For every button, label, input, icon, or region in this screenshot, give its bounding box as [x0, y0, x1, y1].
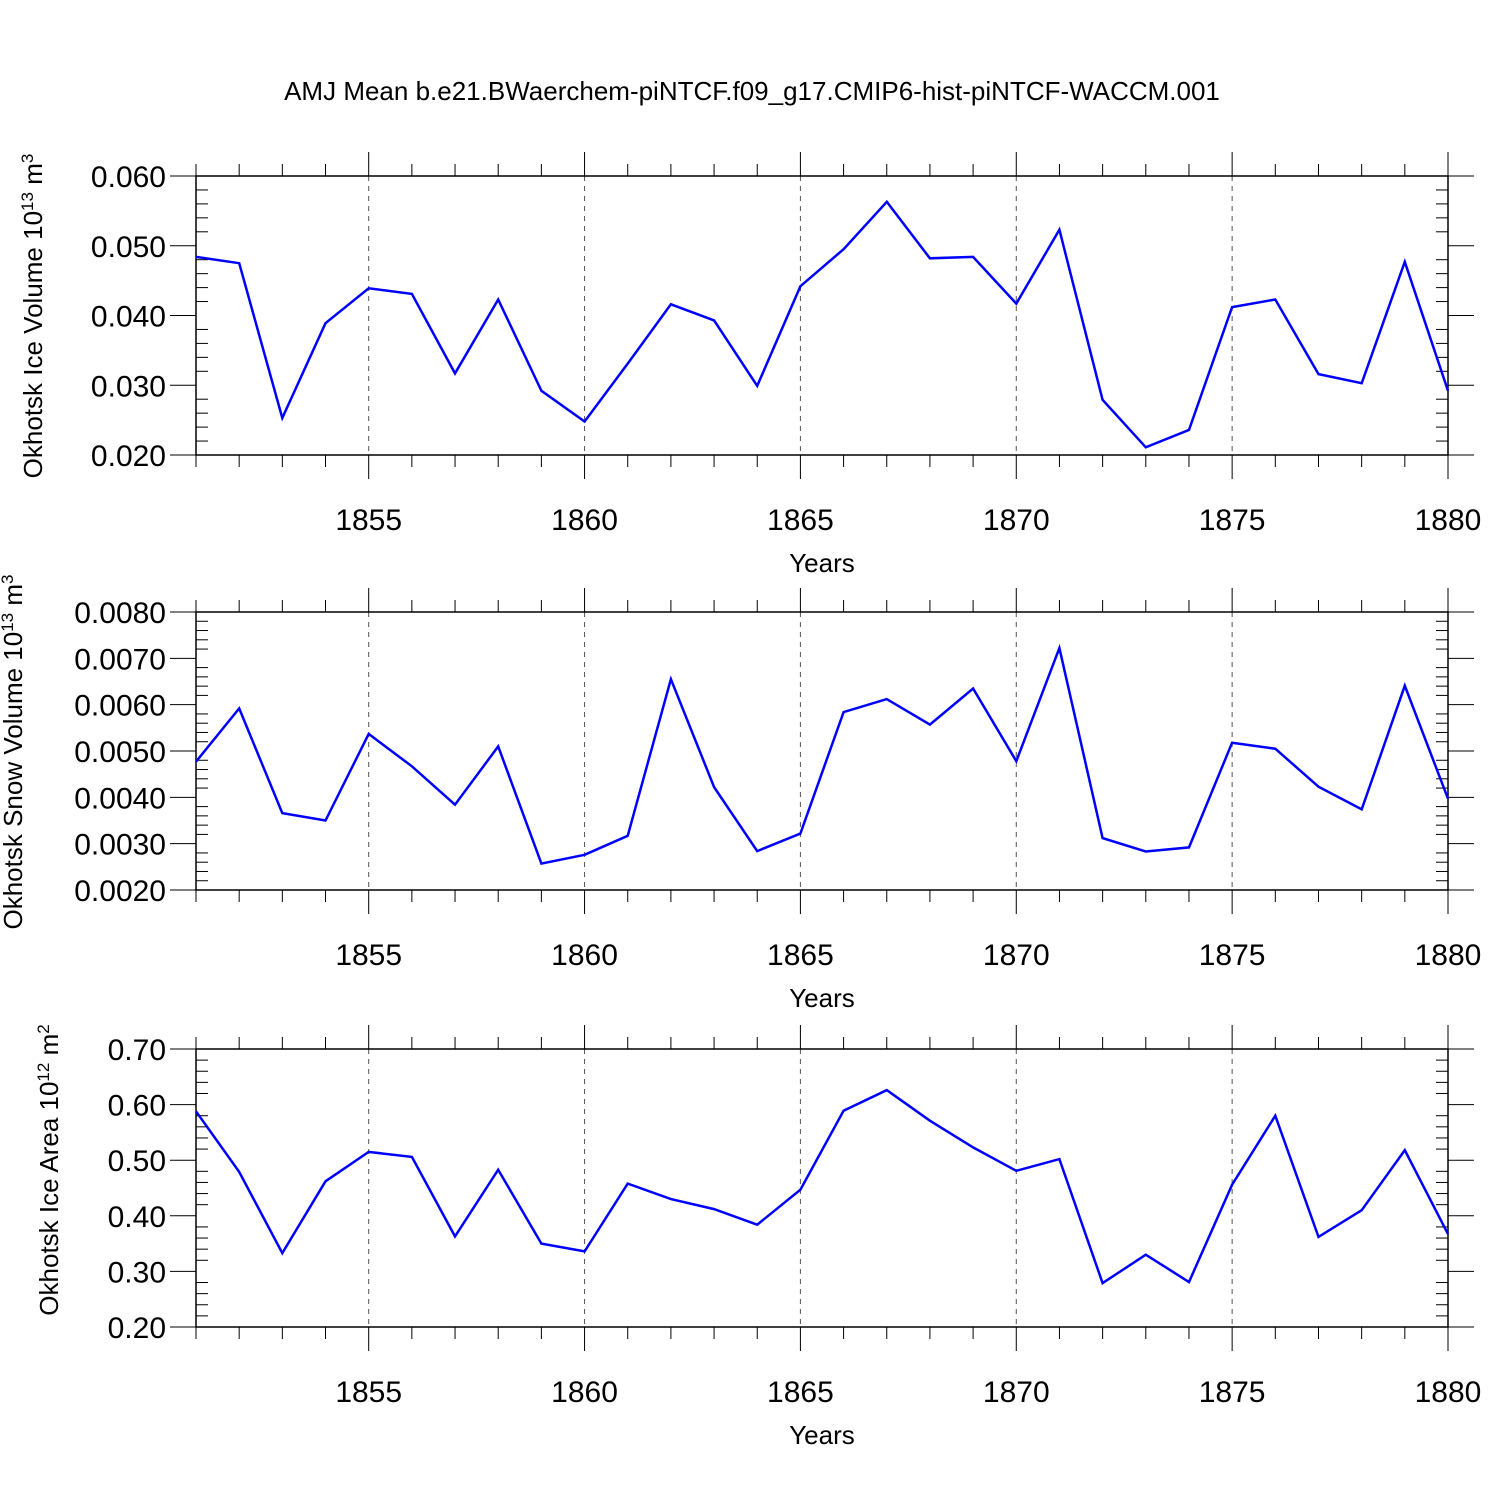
- y-axis-label-unit: m: [0, 584, 28, 613]
- y-tick-label: 0.050: [91, 231, 166, 264]
- x-tick-label: 1880: [1415, 939, 1482, 972]
- y-tick-label: 0.0030: [74, 829, 166, 862]
- x-tick-label: 1880: [1415, 1376, 1482, 1409]
- y-axis-label-unit-exponent: 2: [34, 1024, 53, 1033]
- x-tick-label: 1855: [335, 939, 402, 972]
- chart-panel-1: 0.020 0.030 0.040 0.050 0.060 1855 1860 1865 187…: [18, 152, 1482, 578]
- chart-title: AMJ Mean b.e21.BWaerchem-piNTCF.f09_g17.…: [284, 76, 1220, 106]
- y-axis-label-unit: m: [34, 1034, 64, 1063]
- x-axis-label: Years: [789, 1420, 855, 1450]
- x-tick-label: 1855: [335, 504, 402, 537]
- x-tick-label: 1875: [1199, 1376, 1266, 1409]
- x-tick-label: 1865: [767, 939, 834, 972]
- y-axis-label-text: Okhotsk Ice Volume 10: [18, 211, 48, 478]
- x-tick-label: 1860: [551, 1376, 618, 1409]
- y-axis-label: Okhotsk Ice Volume 1013 m3: [18, 154, 49, 479]
- y-axis-label-exponent: 13: [0, 613, 17, 632]
- x-tick-label: 1865: [767, 1376, 834, 1409]
- y-tick-label: 0.50: [108, 1145, 166, 1178]
- y-tick-label: 0.0080: [74, 597, 166, 630]
- y-axis-label-exponent: 12: [34, 1063, 53, 1082]
- data-series-line: [195, 199, 1450, 449]
- y-axis-label-unit-exponent: 3: [0, 575, 17, 584]
- x-tick-label: 1870: [983, 504, 1050, 537]
- x-axis-label: Years: [789, 983, 855, 1013]
- y-tick-label: 0.030: [91, 370, 166, 403]
- y-tick-label: 0.0040: [74, 782, 166, 815]
- y-tick-label: 0.040: [91, 301, 166, 334]
- y-tick-label: 0.060: [91, 161, 166, 194]
- x-tick-label: 1865: [767, 504, 834, 537]
- y-axis-label: Okhotsk Snow Volume 1013 m3: [0, 575, 28, 930]
- y-axis-label-text: Okhotsk Snow Volume 10: [0, 632, 28, 930]
- data-series-line: [195, 643, 1450, 866]
- y-tick-label: 0.40: [108, 1201, 166, 1234]
- data-series-line: [194, 1088, 1450, 1286]
- y-axis-label-text: Okhotsk Ice Area 10: [34, 1082, 64, 1316]
- plot-frame: [195, 1048, 1449, 1328]
- y-tick-label: 0.20: [108, 1312, 166, 1345]
- y-axis-label-unit-exponent: 3: [18, 154, 37, 163]
- y-axis-label: Okhotsk Ice Area 1012 m2: [34, 1024, 65, 1315]
- y-tick-label: 0.0060: [74, 690, 166, 723]
- y-tick-label: 0.70: [108, 1034, 166, 1067]
- y-tick-label: 0.0050: [74, 736, 166, 769]
- x-tick-label: 1875: [1199, 939, 1266, 972]
- y-tick-label: 0.0070: [74, 643, 166, 676]
- y-tick-label: 0.30: [108, 1256, 166, 1289]
- plot-frame: [195, 175, 1449, 456]
- chart-panel-3: 0.20 0.30 0.40 0.50 0.60 0.70 1855 1860 1865 1870…: [34, 1024, 1482, 1450]
- x-tick-label: 1855: [335, 1376, 402, 1409]
- x-axis-label: Years: [789, 548, 855, 578]
- x-tick-label: 1870: [983, 939, 1050, 972]
- y-tick-label: 0.0020: [74, 875, 166, 908]
- x-tick-label: 1875: [1199, 504, 1266, 537]
- y-tick-label: 0.020: [91, 440, 166, 473]
- y-axis-label-unit: m: [18, 163, 48, 192]
- x-tick-label: 1860: [551, 504, 618, 537]
- panels-group: 0.020 0.030 0.040 0.050 0.060 1855 1860 1865 187…: [0, 152, 1481, 1450]
- y-tick-label: 0.60: [108, 1090, 166, 1123]
- x-tick-label: 1880: [1415, 504, 1482, 537]
- plot-frame: [195, 611, 1449, 891]
- chart-panel-2: 0.0020 0.0030 0.0040 0.0050 0.0060 0.0070 0.00…: [0, 575, 1481, 1014]
- x-tick-label: 1860: [551, 939, 618, 972]
- x-tick-label: 1870: [983, 1376, 1050, 1409]
- y-axis-label-exponent: 13: [18, 192, 37, 211]
